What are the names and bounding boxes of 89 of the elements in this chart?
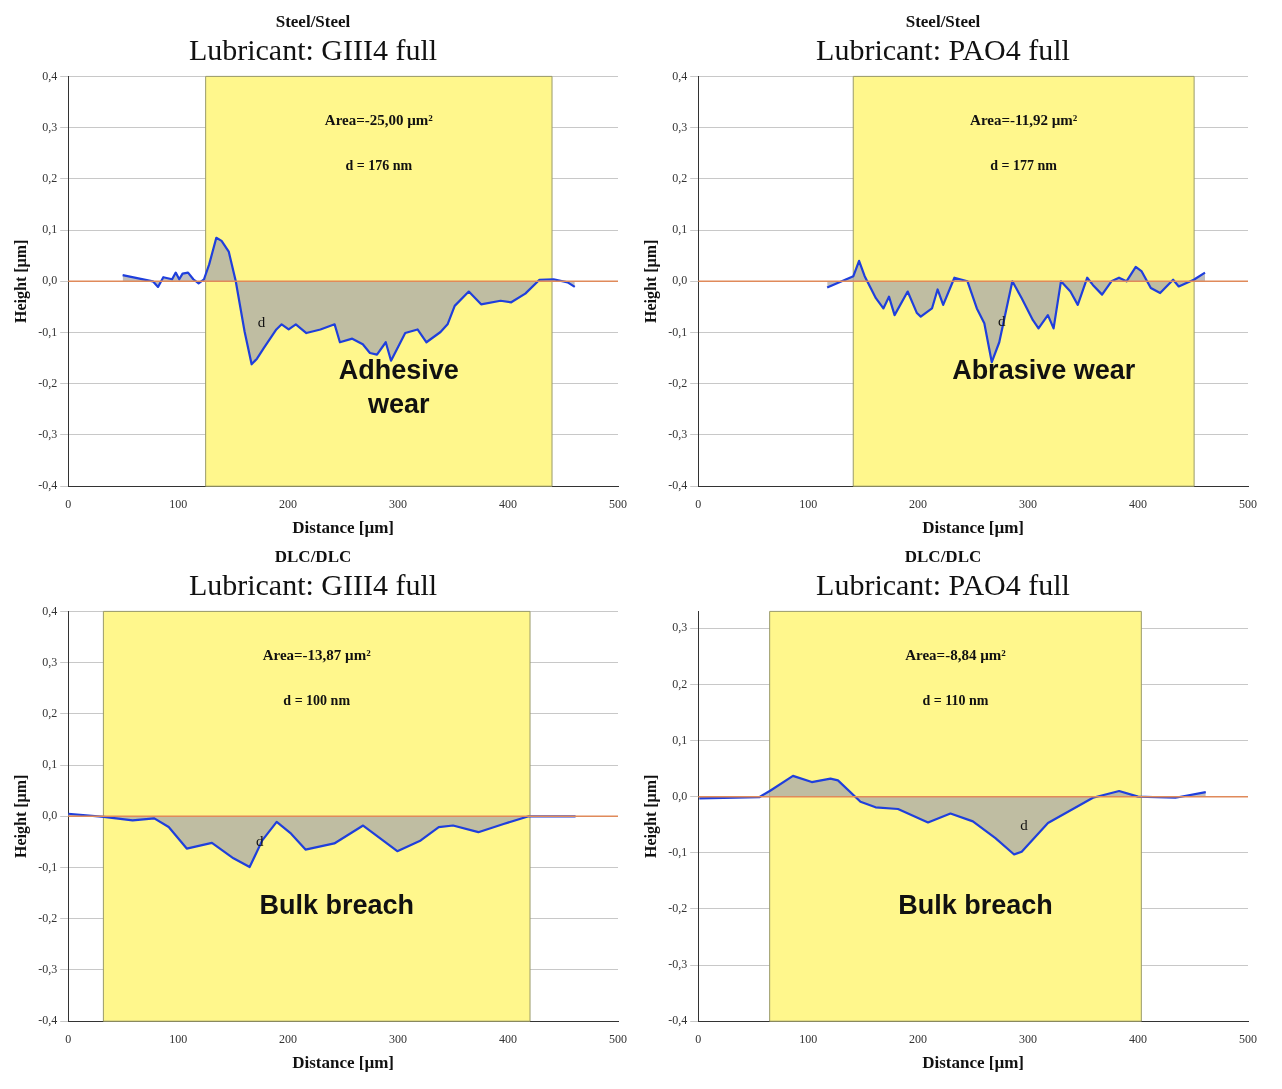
x-tick-label: 300	[389, 496, 408, 511]
y-tick-label: -0,1	[38, 859, 58, 874]
y-tick-label: -0,3	[38, 427, 58, 442]
y-tick-label: -0,2	[668, 375, 688, 390]
y-tick-label: -0,3	[38, 962, 58, 977]
chart-subtitle: Lubricant: GIII4 full	[188, 33, 438, 67]
y-axis-title: Height [µm]	[641, 239, 660, 324]
y-tick-label: -0,1	[668, 324, 688, 339]
x-tick-label: 200	[909, 496, 928, 511]
y-tick-label: -0,3	[668, 427, 688, 442]
y-tick-label: -0,1	[38, 324, 58, 339]
y-tick-label: 0,3	[672, 620, 688, 635]
y-tick-label: 0,0	[672, 273, 688, 288]
annotation: d = 176 nm	[345, 158, 413, 174]
x-tick-label: 300	[389, 1031, 408, 1046]
y-tick-label: -0,2	[668, 901, 688, 916]
y-tick-label: -0,1	[668, 844, 688, 859]
y-tick-label: -0,4	[38, 1013, 58, 1028]
annotation: Adhesive wear	[338, 354, 459, 419]
x-axis-title: Distance [µm]	[922, 1053, 1025, 1073]
x-tick-label: 400	[1129, 496, 1148, 511]
y-tick-label: 0,1	[42, 222, 58, 237]
x-tick-label: 100	[169, 496, 188, 511]
annotation: Area=-13,87 µm²	[262, 647, 372, 664]
x-tick-label: 200	[279, 1031, 298, 1046]
y-tick-label: 0,2	[672, 676, 688, 691]
x-tick-label: 300	[1019, 496, 1038, 511]
x-tick-label: 0	[65, 496, 72, 511]
x-tick-label: 0	[65, 1031, 72, 1046]
x-tick-label: 0	[695, 1031, 702, 1046]
x-axis-title: Distance [µm]	[922, 518, 1025, 538]
y-tick-label: 0,3	[42, 119, 58, 134]
x-tick-label: 500	[609, 496, 627, 511]
y-tick-label: 0,0	[672, 788, 688, 803]
y-tick-label: -0,2	[38, 375, 58, 390]
annotation: d	[1020, 816, 1029, 833]
y-axis-title: Height [µm]	[11, 239, 30, 324]
y-axis-title: Height [µm]	[11, 774, 30, 859]
annotation: d = 110 nm	[922, 693, 989, 709]
chart-title: Steel/Steel	[275, 11, 351, 31]
chart-title: DLC/DLC	[904, 546, 982, 566]
y-tick-label: 0,2	[42, 706, 58, 721]
y-tick-label: -0,4	[668, 478, 688, 493]
x-tick-label: 100	[799, 1031, 818, 1046]
x-tick-label: 200	[909, 1031, 928, 1046]
y-tick-label: 0,3	[672, 119, 688, 134]
x-axis-title: Distance [µm]	[292, 518, 395, 538]
y-tick-label: 0,2	[42, 171, 58, 186]
x-axis-title: Distance [µm]	[292, 1053, 395, 1073]
y-tick-label: 0,4	[42, 68, 58, 83]
y-tick-label: 0,4	[672, 68, 688, 83]
chart-subtitle: Lubricant: PAO4 full	[816, 33, 1070, 67]
annotation: d = 100 nm	[283, 693, 351, 709]
annotation: d	[257, 313, 266, 330]
x-tick-label: 0	[695, 496, 702, 511]
y-tick-label: 0,0	[42, 273, 58, 288]
x-tick-label: 100	[169, 1031, 188, 1046]
y-tick-label: 0,3	[42, 654, 58, 669]
chart-subtitle: Lubricant: PAO4 full	[816, 568, 1070, 602]
x-tick-label: 300	[1019, 1031, 1038, 1046]
annotation: Area=-8,84 µm²	[905, 647, 1007, 664]
x-tick-label: 400	[499, 496, 518, 511]
annotation: Bulk breach	[898, 889, 1053, 920]
y-tick-label: 0,0	[42, 808, 58, 823]
y-tick-label: 0,2	[672, 171, 688, 186]
y-tick-label: -0,4	[38, 478, 58, 493]
annotation: Bulk breach	[259, 889, 414, 920]
x-tick-label: 500	[1239, 1031, 1257, 1046]
x-tick-label: 500	[609, 1031, 627, 1046]
annotation: Area=-11,92 µm²	[970, 112, 1078, 129]
y-tick-label: 0,1	[42, 757, 58, 772]
x-tick-label: 400	[1129, 1031, 1148, 1046]
x-tick-label: 500	[1239, 496, 1257, 511]
y-axis-title: Height [µm]	[641, 774, 660, 859]
x-tick-label: 400	[499, 1031, 518, 1046]
y-tick-label: -0,2	[38, 910, 58, 925]
x-tick-label: 200	[279, 496, 298, 511]
chart-title: Steel/Steel	[905, 11, 981, 31]
chart-subtitle: Lubricant: GIII4 full	[188, 568, 438, 602]
y-tick-label: 0,1	[672, 732, 688, 747]
y-tick-label: 0,1	[672, 222, 688, 237]
y-tick-label: -0,3	[668, 957, 688, 972]
annotation: Abrasive wear	[952, 354, 1136, 385]
annotation: Area=-25,00 µm²	[324, 112, 434, 129]
y-tick-label: -0,4	[668, 1013, 688, 1028]
y-tick-label: 0,4	[42, 603, 58, 618]
annotation: d = 177 nm	[990, 158, 1058, 174]
x-tick-label: 100	[799, 496, 818, 511]
chart-title: DLC/DLC	[274, 546, 352, 566]
